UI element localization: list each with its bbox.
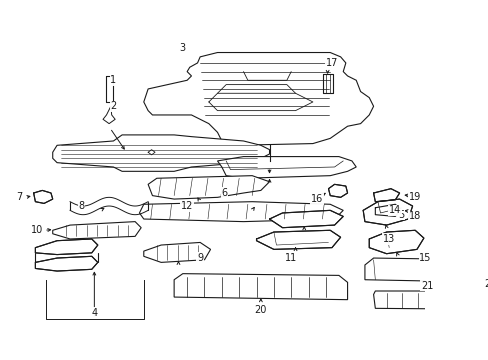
Text: 7: 7: [17, 192, 23, 202]
Text: 15: 15: [419, 253, 431, 263]
Text: 5: 5: [397, 210, 404, 220]
Polygon shape: [373, 291, 488, 310]
Polygon shape: [363, 199, 412, 225]
Polygon shape: [143, 53, 373, 145]
Text: 8: 8: [78, 201, 84, 211]
Polygon shape: [269, 210, 343, 228]
Text: 6: 6: [221, 188, 227, 198]
Text: 12: 12: [181, 201, 193, 211]
Text: 22: 22: [484, 279, 488, 289]
Polygon shape: [139, 202, 343, 222]
Polygon shape: [375, 204, 401, 216]
Polygon shape: [368, 230, 423, 254]
Text: 20: 20: [254, 305, 266, 315]
Text: 1: 1: [110, 75, 116, 85]
Polygon shape: [373, 189, 399, 202]
Text: 2: 2: [110, 101, 116, 111]
Polygon shape: [34, 190, 53, 203]
Text: 17: 17: [325, 58, 338, 68]
Polygon shape: [174, 274, 347, 300]
Text: 16: 16: [310, 194, 323, 204]
Text: 19: 19: [408, 192, 421, 202]
Polygon shape: [35, 239, 98, 255]
Text: 21: 21: [420, 281, 433, 291]
Text: 11: 11: [285, 253, 297, 263]
Polygon shape: [53, 222, 141, 239]
Polygon shape: [53, 135, 269, 171]
Polygon shape: [328, 184, 347, 197]
Text: 13: 13: [382, 234, 394, 244]
Text: 3: 3: [180, 43, 185, 53]
Text: 4: 4: [91, 308, 97, 318]
Polygon shape: [148, 176, 269, 199]
Text: 10: 10: [31, 225, 43, 235]
Text: 9: 9: [197, 253, 203, 263]
Polygon shape: [217, 157, 356, 178]
Text: 14: 14: [388, 205, 401, 215]
Polygon shape: [256, 230, 340, 249]
Text: 18: 18: [408, 211, 421, 221]
Polygon shape: [35, 256, 98, 271]
Polygon shape: [364, 258, 488, 282]
Polygon shape: [143, 242, 210, 262]
